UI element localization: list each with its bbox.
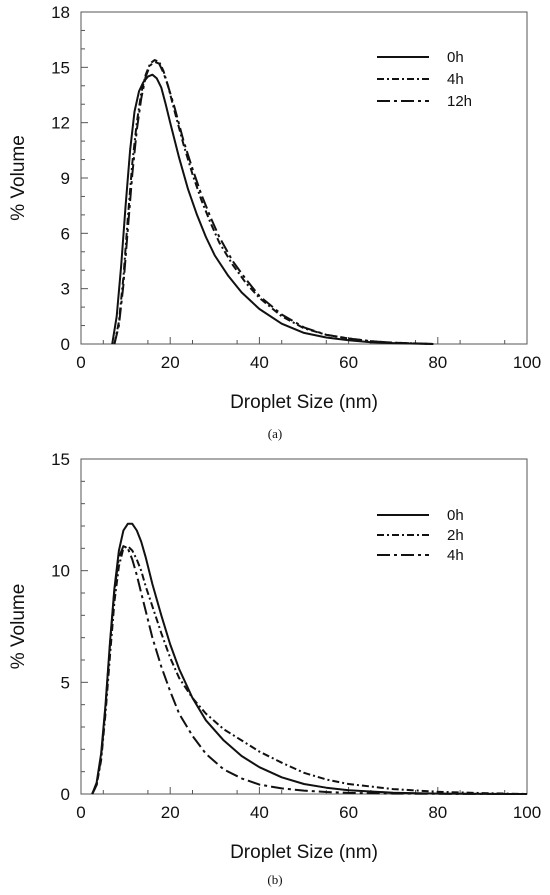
x-tick-label: 0 [76,353,85,372]
chart-panel-1: 0 20 40 60 80 100 0 3 6 9 12 15 18 Droplet Size (nm)%… [8,3,541,441]
y-tick-label: 10 [51,562,70,581]
chart-panel-2: 0 20 40 60 80 100 0 5 10 15 Droplet Size (nm) % Vol… [8,450,541,887]
series-line-4h [91,545,528,795]
x-axis-label: Droplet Size (nm) [230,392,378,413]
legend-label: 4h [447,547,464,564]
y-axis-label: % Volume [8,135,29,221]
x-tick-label: 40 [250,353,269,372]
series-line-2h [91,545,528,795]
x-tick-label: 100 [513,353,541,372]
x-tick-label: 20 [161,803,180,822]
legend-label: 0h [447,49,464,66]
legend-label: 12h [447,93,472,110]
x-tick-label: 80 [428,803,447,822]
x-tick-label: 60 [339,803,358,822]
y-axis-label: % Volume [8,584,29,670]
panel-caption: (a) [268,426,282,441]
legend-label: 4h [447,71,464,88]
legend: 0h 2h 4h [377,507,464,564]
y-tick-label: 9 [61,169,70,188]
x-tick-label: 0 [76,803,85,822]
series-line-4h [113,59,434,345]
y-tick-label: 5 [61,673,70,692]
x-axis-label: Droplet Size (nm) [230,842,378,863]
y-tick-label: 0 [61,335,70,354]
y-tick-label: 3 [61,280,70,299]
y-tick-label: 15 [51,450,70,469]
x-tick-label: 60 [339,353,358,372]
y-tick-label: 6 [61,224,70,243]
x-tick-label: 80 [428,353,447,372]
y-tick-label: 0 [61,785,70,804]
series-line-0h [111,73,434,345]
legend-label: 2h [447,527,464,544]
plot-frame [80,458,528,795]
y-tick-label: 15 [51,58,70,77]
y-tick-label: 12 [51,114,70,133]
panel-caption: (b) [267,872,282,887]
series-line-0h [91,522,528,795]
x-tick-label: 100 [513,803,541,822]
x-tick-label: 20 [161,353,180,372]
legend: 0h 4h 12h [377,49,472,110]
series-line-12h [113,60,434,345]
y-tick-label: 18 [51,3,70,22]
legend-label: 0h [447,507,464,524]
x-tick-label: 40 [250,803,269,822]
